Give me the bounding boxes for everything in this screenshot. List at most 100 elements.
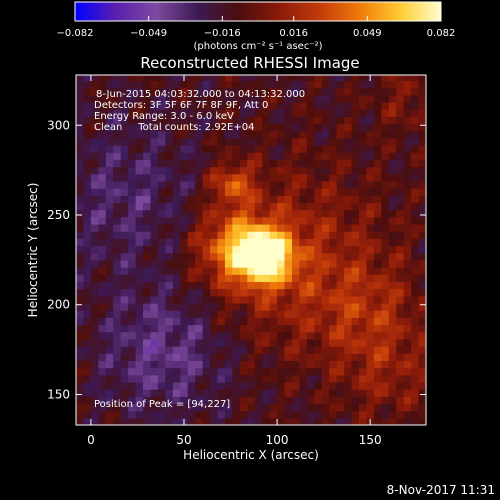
heatmap-cell: [165, 195, 174, 204]
heatmap-cell: [90, 281, 99, 290]
heatmap-cell: [418, 374, 426, 383]
heatmap-cell: [418, 223, 426, 232]
heatmap-cell: [180, 101, 189, 110]
heatmap-cell: [344, 274, 353, 283]
heatmap-cell: [150, 403, 159, 412]
y-tick-label: 150: [47, 387, 70, 401]
heatmap-cell: [314, 360, 323, 369]
heatmap-cell: [143, 310, 152, 318]
heatmap-cell: [366, 295, 375, 304]
heatmap-cell: [358, 216, 368, 225]
heatmap-cell: [344, 75, 353, 81]
heatmap-cell: [210, 116, 219, 125]
heatmap-cell: [90, 360, 99, 369]
heatmap-cell: [202, 310, 211, 318]
heatmap-cell: [396, 130, 405, 139]
heatmap-cell: [157, 152, 166, 160]
heatmap-cell: [262, 374, 271, 383]
heatmap-cell: [373, 137, 382, 146]
heatmap-cell: [351, 302, 360, 311]
heatmap-cell: [291, 216, 301, 225]
heatmap-cell: [314, 288, 323, 297]
heatmap-cell: [299, 346, 308, 354]
heatmap-cell: [291, 396, 301, 405]
heatmap-cell: [113, 130, 122, 139]
heatmap-cell: [98, 109, 107, 117]
heatmap-cell: [254, 324, 263, 333]
heatmap-cell: [366, 396, 375, 405]
heatmap-cell: [157, 338, 166, 347]
heatmap-cell: [165, 331, 174, 340]
colorbar-strip: [74, 1, 442, 22]
heatmap-cell: [344, 410, 353, 419]
heatmap-cell: [344, 87, 353, 96]
heatmap-cell: [247, 410, 256, 419]
heatmap-cell: [344, 367, 353, 376]
heatmap-cell: [388, 223, 397, 232]
heatmap-cell: [172, 396, 181, 405]
heatmap-cell: [210, 367, 219, 376]
heatmap-cell: [224, 80, 233, 89]
heatmap-cell: [403, 245, 412, 254]
heatmap-cell: [157, 410, 166, 419]
heatmap-cell: [247, 238, 256, 247]
heatmap-cell: [232, 101, 241, 110]
heatmap-cell: [247, 310, 256, 318]
heatmap-cell: [202, 346, 211, 354]
heatmap-cell: [202, 389, 211, 397]
heatmap-cell: [143, 202, 152, 211]
heatmap-cell: [351, 152, 360, 160]
heatmap-cell: [187, 267, 196, 275]
heatmap-cell: [284, 116, 293, 125]
heatmap-cell: [366, 389, 375, 397]
heatmap-cell: [157, 116, 166, 125]
heatmap-cell: [180, 374, 189, 383]
x-tick-label: 50: [176, 433, 191, 447]
heatmap-cell: [113, 180, 122, 189]
heatmap-cell: [262, 231, 271, 239]
colorbar-tick-label: 0.082: [427, 28, 456, 39]
heatmap-cell: [254, 223, 263, 232]
heatmap-cell: [254, 87, 263, 96]
heatmap-cell: [135, 302, 144, 311]
heatmap-cell: [299, 80, 308, 89]
heatmap-cell: [195, 188, 204, 196]
heatmap-cell: [217, 101, 226, 110]
heatmap-cell: [329, 238, 338, 247]
heatmap-cell: [306, 159, 315, 168]
heatmap-cell: [187, 353, 196, 361]
heatmap-cell: [83, 396, 92, 405]
heatmap-cell: [172, 188, 181, 196]
heatmap-cell: [411, 173, 420, 182]
heatmap-cell: [388, 360, 397, 369]
heatmap-cell: [128, 331, 137, 340]
heatmap-cell: [128, 216, 137, 225]
heatmap-cell: [172, 245, 181, 254]
heatmap-cell: [373, 417, 382, 425]
heatmap-cell: [180, 223, 189, 232]
heatmap-cell: [336, 188, 345, 196]
heatmap-cell: [358, 410, 368, 419]
heatmap-cell: [344, 231, 353, 239]
heatmap-cell: [105, 252, 114, 261]
heatmap-cell: [180, 245, 189, 254]
heatmap-cell: [172, 295, 181, 304]
heatmap-cell: [172, 367, 181, 376]
heatmap-cell: [172, 259, 181, 268]
heatmap-cell: [202, 353, 211, 361]
heatmap-cell: [143, 166, 152, 175]
heatmap-cell: [291, 338, 301, 347]
heatmap-cell: [388, 245, 397, 254]
heatmap-cell: [269, 231, 278, 239]
heatmap-cell: [284, 216, 293, 225]
heatmap-cell: [157, 267, 166, 275]
heatmap-cell: [284, 166, 293, 175]
heatmap-cell: [135, 417, 144, 425]
heatmap-cell: [306, 324, 315, 333]
heatmap-cell: [299, 302, 308, 311]
heatmap-cell: [135, 252, 144, 261]
heatmap-cell: [262, 152, 271, 160]
heatmap-cell: [135, 123, 144, 132]
heatmap-cell: [358, 331, 368, 340]
